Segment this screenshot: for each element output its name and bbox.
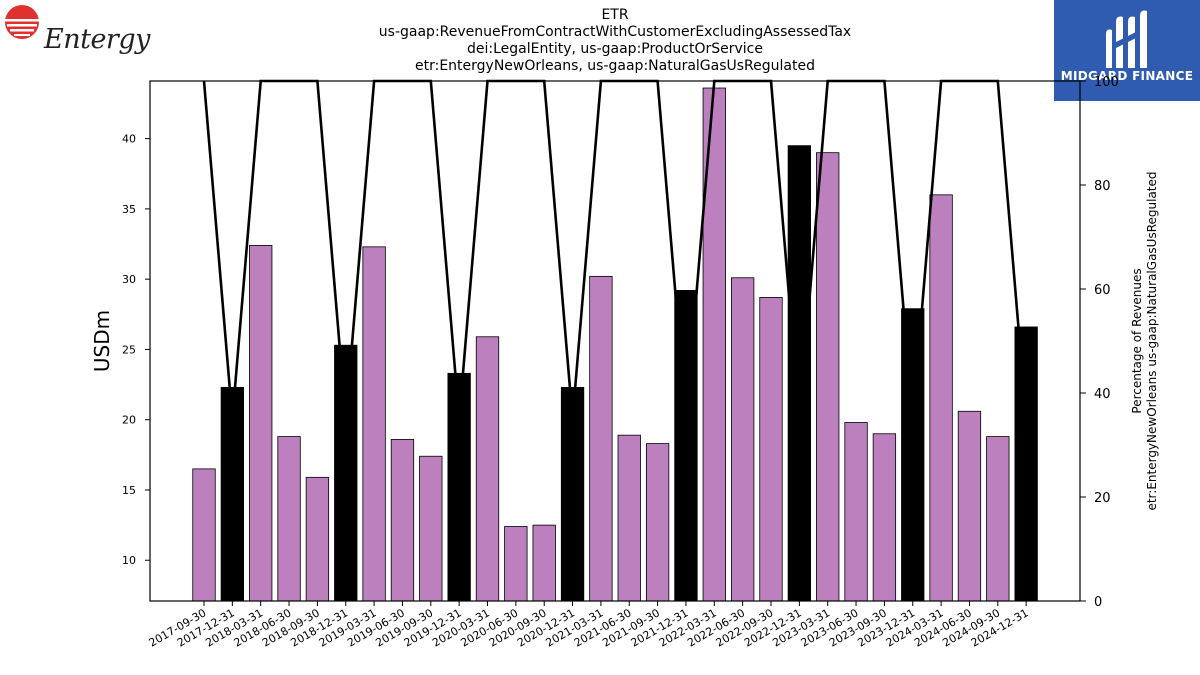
entergy-logo: Entergy (4, 4, 150, 55)
y-tick-label-40: 40 (122, 133, 136, 146)
y2-axis-label-line-2: etr:EntergyNewOrleans us-gaap:NaturalGas… (1145, 171, 1159, 510)
bar-2024-03-31 (929, 194, 953, 602)
y2-axis-label-line-1: Percentage of Revenues (1130, 268, 1144, 413)
y2-tick-label-0: 0 (1094, 595, 1102, 610)
y-axis-label: USDm (90, 310, 114, 372)
y2-tick-label-40: 40 (1094, 387, 1111, 402)
y2-tick-label-60: 60 (1094, 283, 1111, 298)
y-tick-label-35: 35 (122, 203, 136, 216)
y-tick-label-30: 30 (122, 273, 136, 286)
bar-2019-03-31 (362, 246, 386, 602)
chart-title-line-4: etr:EntergyNewOrleans, us-gaap:NaturalGa… (415, 58, 815, 74)
y-tick-label-25: 25 (122, 343, 136, 356)
bar-2017-12-31 (220, 386, 245, 602)
y-axis-ticks: 10 15 20 25 30 35 40 (122, 133, 150, 567)
bar-2021-06-30 (617, 434, 641, 602)
bar-2018-06-30 (277, 436, 301, 602)
bar-2020-03-31 (475, 336, 500, 602)
midgard-finance-logo: MIDGARD FINANCE (1054, 0, 1200, 101)
bar-2022-12-31 (787, 145, 811, 602)
y2-tick-label-100: 100 (1094, 75, 1119, 90)
entergy-logo-text: Entergy (44, 24, 150, 55)
bar-series (192, 87, 1038, 602)
y-tick-label-10: 10 (122, 554, 136, 567)
midgard-logo-icon (1106, 10, 1147, 68)
bar-2020-06-30 (504, 526, 528, 602)
bar-2022-06-30 (731, 277, 755, 602)
chart-title-line-2: us-gaap:RevenueFromContractWithCustomerE… (378, 24, 852, 40)
bar-2023-12-31 (901, 308, 925, 602)
bar-2024-09-30 (986, 436, 1010, 602)
bar-2023-09-30 (872, 433, 897, 602)
y-tick-label-15: 15 (122, 484, 136, 497)
bar-2019-09-30 (419, 455, 443, 602)
chart-title-line-1: ETR (601, 7, 629, 23)
bar-2023-03-31 (816, 152, 840, 602)
y-tick-label-20: 20 (122, 414, 136, 427)
bar-2021-03-31 (589, 275, 613, 602)
bar-2024-12-31 (1014, 326, 1038, 602)
y2-tick-label-20: 20 (1094, 491, 1111, 506)
bar-2018-09-30 (305, 476, 330, 602)
bar-2024-06-30 (957, 410, 982, 602)
bar-2018-03-31 (249, 245, 273, 602)
bar-2022-09-30 (759, 297, 783, 602)
bar-2023-06-30 (844, 422, 868, 602)
x-axis-ticks: 2017-09-302017-12-312018-03-312018-06-30… (147, 601, 1031, 650)
bar-2018-12-31 (334, 344, 358, 602)
bar-2019-06-30 (390, 438, 415, 602)
entergy-logo-icon (5, 5, 39, 39)
bar-2020-09-30 (532, 524, 556, 602)
bar-2020-12-31 (560, 386, 585, 602)
y2-tick-label-80: 80 (1094, 179, 1111, 194)
bar-2017-09-30 (192, 468, 216, 602)
chart-title-line-3: dei:LegalEntity, us-gaap:ProductOrServic… (467, 41, 763, 57)
bar-2021-09-30 (645, 443, 670, 602)
y2-axis-ticks: 0 20 40 60 80 100 (1080, 75, 1119, 610)
midgard-logo-text: MIDGARD FINANCE (1060, 69, 1194, 83)
plot-frame (149, 80, 1081, 602)
